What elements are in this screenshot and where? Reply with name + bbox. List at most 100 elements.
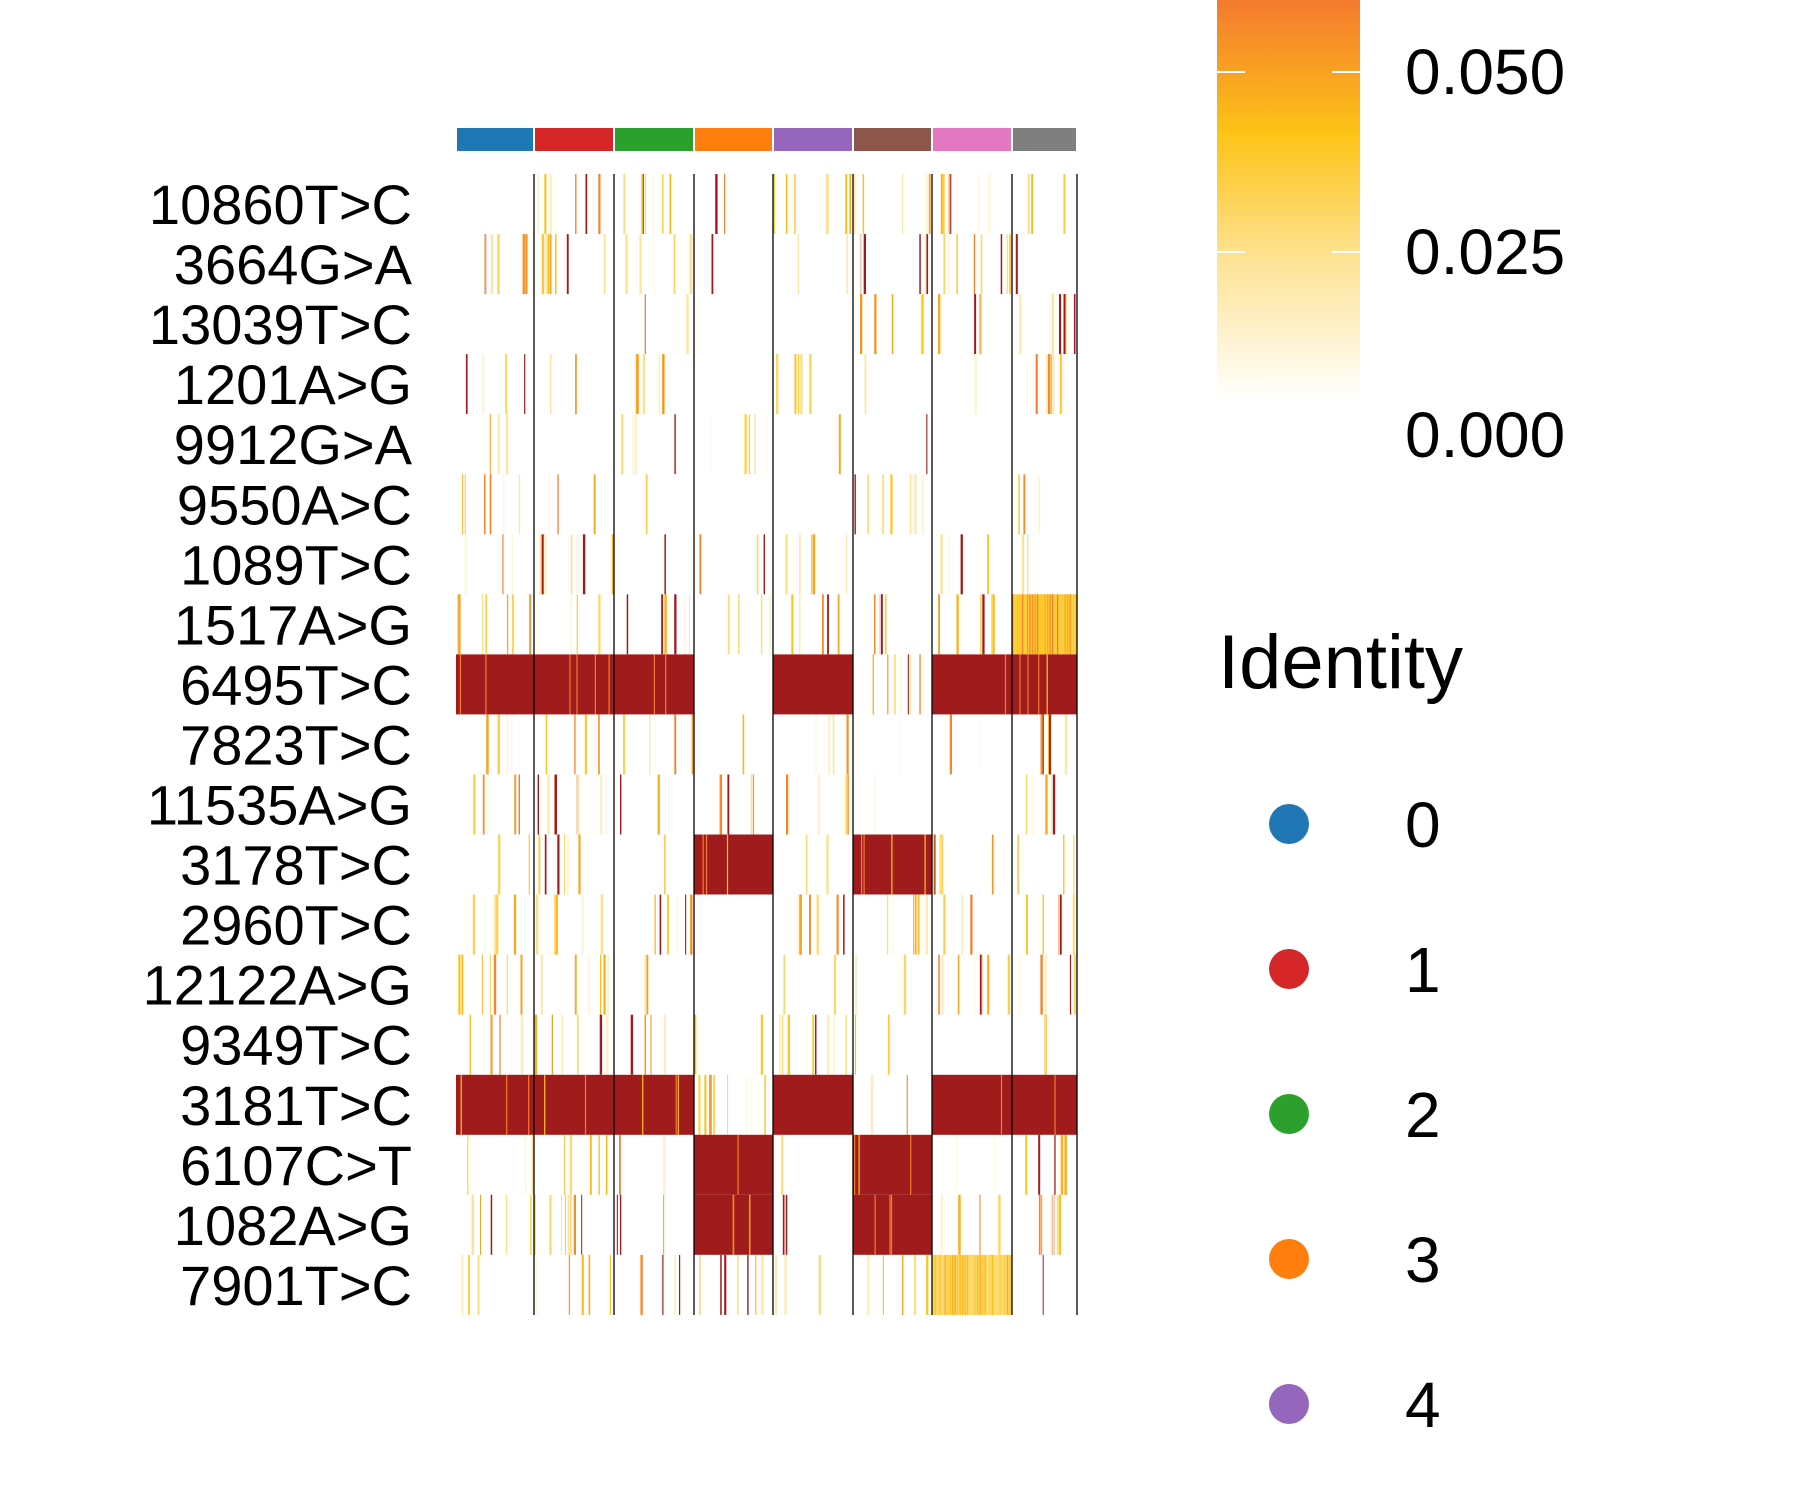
- heat-streak: [900, 654, 903, 715]
- heat-streak: [607, 954, 609, 1015]
- heat-streak: [510, 714, 513, 775]
- heat-streak: [702, 534, 705, 595]
- heat-streak: [737, 1134, 739, 1195]
- heat-streak: [530, 1194, 532, 1255]
- heat-streak: [887, 1014, 890, 1075]
- heat-streak: [1039, 594, 1041, 655]
- heat-streak: [667, 894, 669, 955]
- heat-streak: [584, 1074, 587, 1135]
- heat-streak: [506, 594, 509, 655]
- row-label: 6495T>C: [180, 653, 412, 716]
- heat-streak: [857, 234, 860, 295]
- heat-streak: [581, 1194, 583, 1255]
- heat-streak: [635, 414, 637, 475]
- heat-streak: [1006, 234, 1008, 295]
- heat-streak: [997, 1254, 999, 1315]
- heat-streak: [844, 774, 847, 835]
- heat-streak: [784, 1254, 787, 1315]
- annotation-group-1: [535, 128, 613, 151]
- heat-streak: [486, 714, 489, 775]
- heat-streak: [573, 1194, 576, 1255]
- heat-streak: [575, 174, 577, 234]
- heat-streak: [541, 534, 544, 595]
- heat-streak: [872, 654, 874, 715]
- heat-streak: [1042, 894, 1045, 955]
- heat-streak: [522, 234, 525, 295]
- heat-streak: [575, 954, 577, 1015]
- saturated-block-0: [456, 1074, 534, 1135]
- heat-streak: [1026, 894, 1028, 955]
- heat-streak: [544, 834, 547, 895]
- annotation-group-5: [854, 128, 931, 151]
- heat-streak: [495, 894, 499, 955]
- heat-streak: [568, 1254, 571, 1315]
- heat-streak: [514, 774, 517, 835]
- heat-streak: [994, 1254, 996, 1315]
- heat-streak: [619, 1194, 622, 1255]
- heat-streak: [464, 474, 466, 535]
- identity-annotation-bar: [457, 128, 1076, 151]
- heat-streak: [747, 1254, 749, 1315]
- heat-streak: [598, 714, 600, 775]
- heat-streak: [664, 534, 666, 595]
- heat-streak: [838, 414, 841, 475]
- heat-streak: [795, 354, 797, 415]
- heat-streak: [459, 654, 461, 715]
- heat-streak: [867, 474, 869, 535]
- heat-streak: [815, 1014, 817, 1075]
- heat-streak: [709, 1074, 712, 1135]
- heat-streak: [749, 1194, 751, 1255]
- heat-streak: [907, 654, 909, 715]
- heat-streak: [917, 894, 920, 955]
- heat-streak: [520, 954, 523, 1015]
- row-label: 7823T>C: [180, 714, 412, 777]
- heat-streak: [765, 414, 768, 475]
- heat-streak: [534, 1194, 536, 1255]
- heat-streak: [490, 1014, 493, 1075]
- heat-streak: [711, 414, 713, 475]
- heat-streak: [555, 234, 557, 295]
- heat-streak: [815, 714, 817, 775]
- heat-streak: [1046, 354, 1048, 415]
- heat-streak: [799, 534, 801, 595]
- heat-streak: [984, 1254, 986, 1315]
- heat-streak: [892, 894, 894, 955]
- heat-streak: [924, 174, 926, 234]
- heat-streak: [1048, 354, 1051, 415]
- heat-streak: [1072, 714, 1074, 775]
- heat-streak: [576, 654, 578, 715]
- heat-streak: [764, 1074, 766, 1135]
- heat-streak: [662, 174, 664, 234]
- heat-streak: [1004, 654, 1007, 715]
- identity-legend: Identity 0 1 2 3 4: [1218, 620, 1463, 1441]
- heat-streak: [699, 534, 702, 595]
- heat-streak: [1021, 534, 1024, 595]
- heat-streak: [473, 774, 476, 835]
- heat-streak: [600, 774, 602, 835]
- heat-streak: [505, 414, 509, 475]
- saturated-block-1: [534, 1074, 614, 1135]
- heat-streak: [887, 654, 889, 715]
- row-label: 9550A>C: [177, 473, 412, 536]
- heat-streak: [948, 534, 950, 595]
- row-label: 9349T>C: [180, 1014, 412, 1077]
- heat-streak: [826, 834, 829, 895]
- heat-streak: [642, 1074, 644, 1135]
- heat-streak: [1018, 474, 1020, 535]
- heat-streak: [535, 894, 539, 955]
- heat-streak: [779, 1014, 781, 1075]
- heat-streak: [781, 1014, 784, 1075]
- heat-streak: [535, 1254, 538, 1315]
- heat-streak: [860, 294, 863, 355]
- heat-streak: [1060, 894, 1062, 955]
- heat-streak: [649, 714, 651, 775]
- heat-streak: [925, 894, 928, 955]
- heat-streak: [569, 1134, 573, 1195]
- heat-streak: [1054, 1134, 1056, 1195]
- heat-streak: [1044, 954, 1047, 1015]
- heat-streak: [490, 1194, 493, 1255]
- colorbar-ticks: 0.000 0.025 0.050: [1217, 36, 1565, 471]
- heat-streak: [482, 354, 485, 415]
- heat-streak: [800, 354, 803, 415]
- heat-streak: [606, 1014, 609, 1075]
